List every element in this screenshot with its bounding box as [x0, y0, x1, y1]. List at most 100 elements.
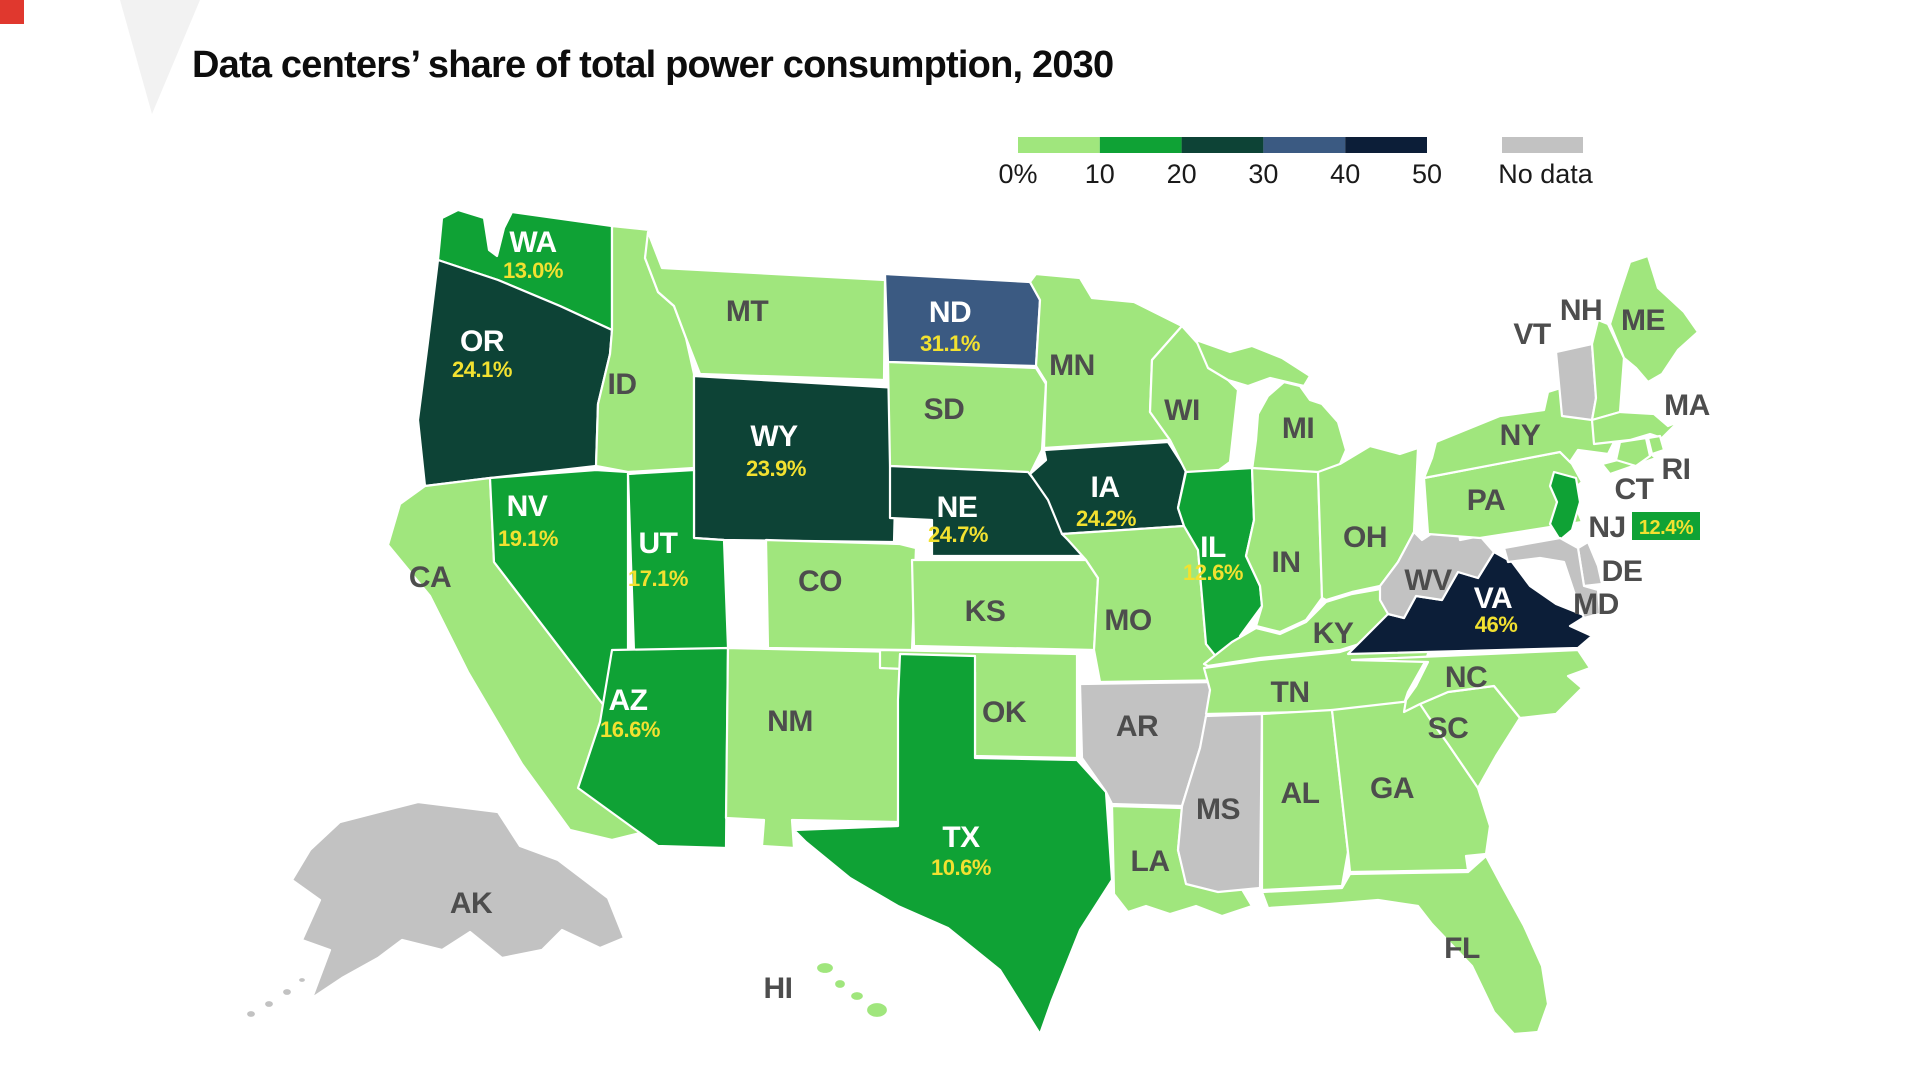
state-label-NC: NC	[1445, 661, 1487, 694]
state-ME[interactable]	[1608, 254, 1700, 384]
state-label-MN: MN	[1049, 349, 1095, 382]
state-label-PA: PA	[1467, 484, 1505, 517]
state-value-IA: 24.2%	[1076, 506, 1136, 531]
state-label-AR: AR	[1116, 710, 1159, 743]
state-FL[interactable]	[1260, 854, 1550, 1036]
state-value-WA: 13.0%	[503, 258, 563, 283]
state-label-SC: SC	[1428, 712, 1469, 745]
state-label-MI: MI	[1282, 412, 1314, 445]
state-label-AK: AK	[450, 887, 493, 920]
state-NM[interactable]	[724, 646, 902, 850]
state-label-KS: KS	[965, 595, 1006, 628]
state-label-ID: ID	[608, 368, 637, 401]
state-KY[interactable]	[1202, 586, 1430, 668]
legend-tick-label: 0%	[998, 159, 1037, 189]
state-label-MA: MA	[1664, 389, 1710, 422]
corner-accent-square	[0, 0, 24, 24]
legend-swatch-20-30	[1181, 137, 1264, 153]
state-label-KY: KY	[1313, 617, 1354, 650]
state-label-RI: RI	[1662, 453, 1691, 486]
state-label-IN: IN	[1272, 546, 1301, 579]
state-label-NH: NH	[1560, 294, 1602, 327]
state-VT[interactable]	[1554, 342, 1598, 422]
state-label-OH: OH	[1343, 521, 1387, 554]
state-label-MD: MD	[1573, 588, 1619, 621]
state-value-NJ: 12.4%	[1639, 517, 1694, 539]
state-value-IL: 12.6%	[1183, 560, 1243, 585]
chart-title: Data centers’ share of total power consu…	[192, 44, 1114, 86]
state-shapes	[244, 208, 1700, 1036]
state-value-TX: 10.6%	[931, 855, 991, 880]
state-label-WA: WA	[509, 226, 556, 259]
state-value-OR: 24.1%	[452, 357, 512, 382]
state-RI[interactable]	[1646, 434, 1666, 456]
state-label-NV: NV	[507, 490, 548, 523]
state-HI[interactable]	[814, 960, 890, 1020]
state-label-CO: CO	[798, 565, 842, 598]
legend-tick-label: 10	[1085, 159, 1115, 189]
nj-value-badge	[1632, 512, 1700, 540]
state-label-MS: MS	[1196, 793, 1240, 826]
state-label-LA: LA	[1131, 845, 1170, 878]
state-NH[interactable]	[1590, 318, 1626, 422]
state-value-UT: 17.1%	[628, 566, 688, 591]
state-label-NY: NY	[1500, 419, 1541, 452]
state-label-CT: CT	[1615, 473, 1654, 506]
state-label-ND: ND	[929, 296, 971, 329]
decorative-wedge	[120, 0, 200, 114]
state-label-NM: NM	[767, 705, 813, 738]
state-NC[interactable]	[1350, 648, 1592, 720]
state-AK[interactable]	[244, 800, 626, 1020]
state-label-HI: HI	[764, 972, 793, 1005]
state-label-WY: WY	[750, 420, 798, 453]
state-label-TN: TN	[1271, 676, 1310, 709]
legend-swatch-10-20	[1099, 137, 1182, 153]
legend-swatch-30-40	[1263, 137, 1346, 153]
state-label-UT: UT	[639, 527, 678, 560]
state-label-WI: WI	[1164, 394, 1200, 427]
state-label-NJ: NJ	[1588, 511, 1625, 544]
state-value-ND: 31.1%	[920, 331, 980, 356]
state-label-IL: IL	[1200, 531, 1226, 564]
state-label-IA: IA	[1091, 471, 1120, 504]
state-value-VA: 46%	[1475, 612, 1518, 637]
state-TX[interactable]	[792, 652, 1114, 1036]
state-label-AL: AL	[1281, 777, 1320, 810]
legend-tick-label: 50	[1412, 159, 1442, 189]
state-label-MO: MO	[1104, 604, 1151, 637]
legend-no-data-label: No data	[1498, 159, 1594, 189]
state-label-SD: SD	[924, 393, 965, 426]
state-label-MT: MT	[726, 295, 768, 328]
legend-swatch-no-data	[1502, 137, 1583, 153]
state-label-VT: VT	[1513, 318, 1551, 351]
state-label-ME: ME	[1621, 304, 1665, 337]
state-value-AZ: 16.6%	[600, 717, 660, 742]
state-MD[interactable]	[1502, 536, 1602, 620]
legend-swatch-40-50	[1345, 137, 1427, 153]
state-WV[interactable]	[1378, 506, 1496, 620]
legend: 0% 10 20 30 40 50 No data	[998, 137, 1594, 189]
state-label-AZ: AZ	[609, 684, 648, 717]
state-CT[interactable]	[1614, 436, 1652, 468]
legend-tick-label: 20	[1167, 159, 1197, 189]
state-value-NE: 24.7%	[928, 522, 988, 547]
state-label-OR: OR	[460, 325, 505, 358]
legend-tick-label: 40	[1330, 159, 1360, 189]
state-label-TX: TX	[942, 821, 980, 854]
state-AL[interactable]	[1260, 708, 1350, 892]
state-value-NV: 19.1%	[498, 526, 558, 551]
legend-tick-label: 30	[1248, 159, 1278, 189]
state-label-FL: FL	[1444, 932, 1480, 965]
state-value-WY: 23.9%	[746, 456, 806, 481]
state-label-VA: VA	[1474, 582, 1512, 615]
state-MT[interactable]	[643, 230, 887, 382]
state-label-WV: WV	[1404, 564, 1452, 597]
state-label-NE: NE	[937, 491, 978, 524]
state-SD[interactable]	[886, 360, 1048, 476]
state-label-CA: CA	[409, 561, 451, 594]
legend-swatch-0-10	[1018, 137, 1100, 153]
state-label-OK: OK	[982, 696, 1027, 729]
